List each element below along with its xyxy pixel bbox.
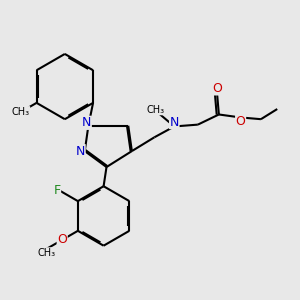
Text: CH₃: CH₃ [146, 105, 164, 115]
Text: N: N [76, 145, 85, 158]
Text: N: N [82, 116, 91, 129]
Text: CH₃: CH₃ [12, 106, 30, 117]
Text: O: O [236, 115, 246, 128]
Text: O: O [212, 82, 222, 95]
Text: O: O [57, 233, 67, 246]
Text: F: F [53, 184, 61, 197]
Text: N: N [169, 116, 179, 129]
Text: CH₃: CH₃ [38, 248, 56, 258]
